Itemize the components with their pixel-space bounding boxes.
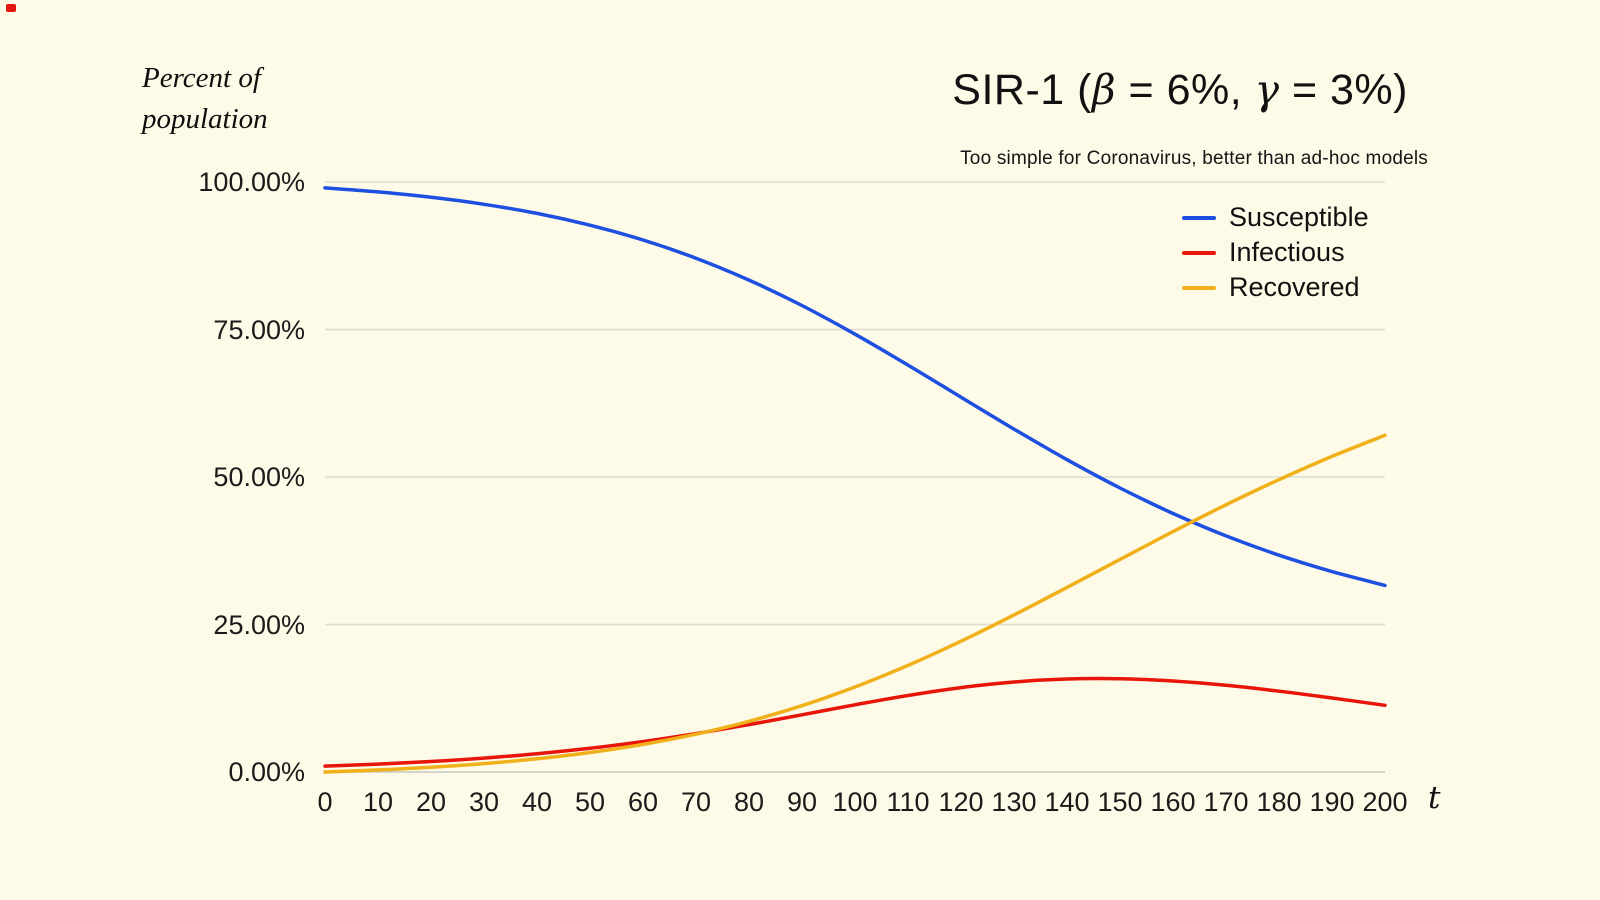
- chart-subtitle: Too simple for Coronavirus, better than …: [960, 148, 1428, 169]
- legend: Susceptible Infectious Recovered: [1182, 200, 1369, 305]
- y-tick-label-25: 25.00%: [213, 609, 305, 640]
- x-tick-label-80: 80: [733, 787, 765, 817]
- gamma-symbol: γ: [1254, 66, 1280, 114]
- y-tick-label-100: 100.00%: [198, 167, 305, 197]
- x-tick-label-70: 70: [680, 787, 712, 817]
- x-tick-label-130: 130: [991, 787, 1037, 817]
- title-beta-value: = 6%,: [1116, 66, 1255, 114]
- legend-item-susceptible: Susceptible: [1182, 200, 1369, 235]
- y-axis-title-line1: Percent of: [142, 62, 261, 94]
- x-tick-label-30: 30: [468, 787, 500, 817]
- x-tick-label-200: 200: [1362, 787, 1408, 817]
- x-tick-label-190: 190: [1309, 787, 1355, 817]
- x-tick-label-20: 20: [415, 787, 447, 817]
- x-tick-label-140: 140: [1044, 787, 1090, 817]
- chart-title: SIR-1 (β = 6%, γ = 3%): [952, 66, 1408, 115]
- corner-red-marker: [6, 4, 16, 12]
- legend-line-icon: [1182, 285, 1216, 290]
- legend-item-infectious: Infectious: [1182, 235, 1369, 270]
- x-tick-label-90: 90: [786, 787, 818, 817]
- legend-label: Recovered: [1229, 272, 1360, 302]
- x-tick-label-40: 40: [521, 787, 553, 817]
- legend-item-recovered: Recovered: [1182, 270, 1369, 305]
- y-axis-title: Percent of population: [142, 58, 268, 139]
- x-tick-label-50: 50: [574, 787, 606, 817]
- series-line-infectious: [323, 676, 1387, 768]
- x-tick-label-60: 60: [627, 787, 659, 817]
- y-tick-label-75: 75.00%: [213, 314, 305, 345]
- x-axis-title: t: [1428, 780, 1441, 816]
- series-line-susceptible: [323, 186, 1387, 588]
- x-tick-label-10: 10: [362, 787, 394, 817]
- x-tick-label-120: 120: [938, 787, 984, 817]
- legend-label: Infectious: [1229, 237, 1345, 267]
- plot-area: [323, 181, 1387, 774]
- title-prefix: SIR-1 (: [952, 66, 1092, 114]
- x-tick-label-100: 100: [832, 787, 878, 817]
- x-tick-label-160: 160: [1150, 787, 1196, 817]
- title-gamma-value: = 3%): [1279, 66, 1408, 114]
- x-tick-label-0: 0: [317, 787, 333, 817]
- legend-line-icon: [1182, 250, 1216, 255]
- x-tick-label-170: 170: [1203, 787, 1249, 817]
- y-tick-label-50: 50.00%: [213, 462, 305, 492]
- y-axis-title-line2: population: [142, 102, 268, 135]
- legend-label: Susceptible: [1229, 202, 1369, 232]
- beta-symbol: β: [1091, 66, 1117, 114]
- legend-line-icon: [1182, 215, 1216, 220]
- x-tick-label-110: 110: [886, 787, 930, 817]
- series-line-recovered: [323, 433, 1387, 774]
- x-tick-label-180: 180: [1256, 787, 1302, 817]
- plot-svg: [323, 181, 1387, 774]
- x-tick-label-150: 150: [1097, 787, 1143, 817]
- y-tick-label-0: 0.00%: [228, 757, 305, 787]
